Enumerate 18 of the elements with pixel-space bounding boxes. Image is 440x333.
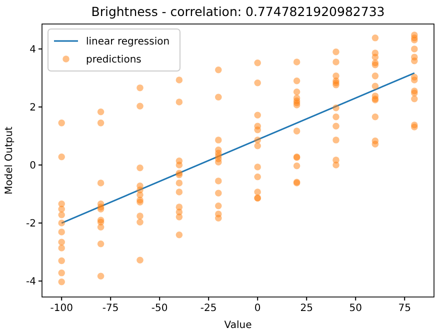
chart-title: Brightness - correlation: 0.7747821920982733 (91, 4, 385, 19)
x-tick-label: -25 (200, 303, 217, 314)
x-tick-label: 25 (300, 303, 313, 314)
legend-label: predictions (86, 54, 142, 66)
y-axis-title: Model Output (4, 126, 15, 194)
y-tick-label: -2 (26, 218, 36, 230)
x-tick-label: -50 (151, 303, 168, 314)
y-tick-label: 0 (30, 160, 36, 172)
x-tick-label: 75 (398, 303, 411, 314)
x-tick-label: 0 (254, 303, 261, 314)
x-tick-label: -100 (50, 303, 73, 314)
y-tick-label: -4 (26, 276, 36, 288)
y-tick-label: 2 (30, 102, 36, 114)
x-tick-label: -75 (102, 303, 119, 314)
legend-label: linear regression (86, 36, 170, 48)
y-tick-label: 4 (30, 44, 36, 56)
x-tick-label: 50 (349, 303, 362, 314)
x-axis-title: Value (224, 320, 252, 331)
